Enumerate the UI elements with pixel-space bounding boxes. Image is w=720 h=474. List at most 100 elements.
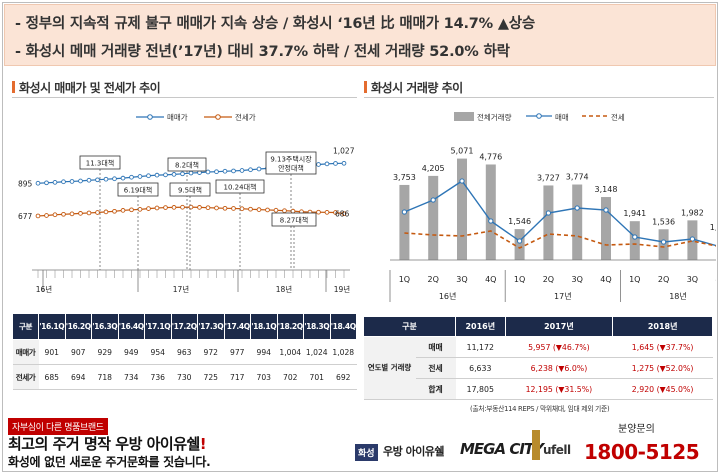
cell: 736: [144, 364, 171, 390]
legend-jeonse-label: 전세: [611, 112, 625, 122]
table-row: 합계 17,805 12,195 (▼31.5%) 2,920 (▼45.0%): [364, 378, 713, 400]
cell: 1,004: [277, 339, 304, 365]
sale-point: [256, 166, 262, 172]
jeonse-point: [290, 208, 296, 214]
table-corner: 구분: [363, 316, 456, 337]
col-header: 2016년: [455, 316, 506, 337]
volume-bar: [572, 184, 583, 260]
sales-phone-number[interactable]: 1800-5125: [584, 440, 700, 464]
cell: 1,275 (▼52.0%): [612, 357, 713, 379]
sale-volume-point: [488, 218, 494, 224]
annotation-label: 8.2대책: [175, 161, 199, 170]
annotation-label: 안정대책: [278, 164, 304, 173]
quarter-label: 4Q: [485, 275, 496, 284]
annotation-box: [79, 155, 121, 170]
cell: 6,238 (▼6.0%): [505, 357, 613, 379]
col-header: '18.4Q: [329, 313, 357, 340]
jeonse-point: [197, 205, 202, 210]
sale-point: [78, 178, 83, 184]
cell: 6,633: [455, 357, 506, 379]
section-marker: [364, 81, 367, 93]
group-label: 연도별 거래량: [363, 336, 416, 400]
year-label: 16년: [439, 291, 457, 301]
sale-point: [112, 176, 117, 182]
promo-tag: 자부심이 다른 명품브랜드: [8, 418, 108, 435]
legend-bar-label: 전체거래량: [477, 112, 512, 122]
cell: 1,024: [303, 339, 330, 365]
jeonse-point: [231, 206, 236, 211]
period-label: 17년: [173, 284, 190, 294]
cell: 2,920 (▼45.0%): [612, 378, 713, 400]
volume-bar: [485, 164, 496, 260]
price-table: 구분 '16.1Q '16.2Q '16.3Q '16.4Q '17.1Q '17.2Q '1…: [12, 313, 357, 390]
col-header: '18.1Q: [250, 313, 278, 340]
legend-jeonse-marker: [215, 114, 221, 120]
volume-bar: [457, 158, 467, 260]
jeonse-point: [265, 207, 270, 213]
volume-combo-chart: 전체거래량 매매 전세 3,753 4,205 5,071 4,776 1,546 3,727 3…: [389, 112, 716, 302]
cell: 685: [38, 364, 65, 390]
cell: 901: [38, 339, 65, 365]
jeonse-point: [324, 209, 330, 215]
cell: 694: [65, 364, 92, 390]
sale-point: [222, 168, 228, 174]
table-row: 연도별 거래량 매매 11,172 5,957 (▼46.7%) 1,645 (…: [363, 336, 713, 400]
volume-bar: [428, 175, 439, 260]
legend-sale-label: 매매가: [167, 113, 188, 122]
annotation-label: 9.5대책: [178, 186, 202, 195]
col-header: 2018년: [612, 316, 713, 337]
jeonse-point: [239, 206, 245, 212]
sale-volume-point: [545, 210, 551, 216]
quarter-label: 1Q: [399, 275, 410, 284]
promo-subline: 화성에 없던 새로운 주거문화를 짓습니다.: [8, 455, 211, 469]
jeonse-point: [78, 211, 83, 216]
year-label: 18년: [669, 291, 687, 301]
source-note: (출처:부동산114 REPS / 막위채대, 임대 제외 기준): [470, 405, 610, 413]
jeonse-point: [44, 213, 49, 218]
sale-point: [205, 169, 211, 175]
cell: 17,805: [455, 378, 506, 400]
sales-inquiry-label: 분양문의: [618, 424, 655, 435]
table-row: 매매가 901 907 929 949 954 963 972 977 994 1,004 1,024…: [12, 339, 357, 365]
sale-point: [231, 168, 236, 174]
row-label: 전세: [415, 357, 456, 379]
chart-legend: 매매가 전세가: [136, 112, 256, 122]
legend-jeonse-label: 전세가: [235, 112, 256, 122]
jeonse-point: [69, 211, 75, 217]
col-header: 2017년: [504, 316, 614, 337]
annotation-box: [265, 151, 317, 175]
row-label: 전세가: [12, 364, 39, 390]
jeonse-point: [163, 205, 168, 210]
ufell-logo-icon: [532, 430, 540, 460]
jeonse-volume-line: [404, 230, 716, 249]
jeonse-end-label: 686: [335, 210, 350, 219]
jeonse-point: [248, 206, 253, 212]
brand-name: 우방 아이유쉘: [383, 445, 445, 458]
cell: 977: [224, 339, 251, 365]
jeonse-point: [341, 211, 347, 217]
promo-headline: 최고의 주거 명작 우방 아이유쉘!: [8, 435, 207, 453]
col-header: '16.3Q: [91, 313, 119, 340]
sale-point: [248, 167, 253, 173]
sale-point: [324, 161, 330, 167]
sale-volume-point: [661, 239, 667, 245]
sale-point: [163, 172, 168, 178]
row-label: 매매가: [12, 339, 39, 365]
sale-point: [333, 161, 338, 166]
row-label: 합계: [415, 378, 456, 400]
cell: 963: [171, 339, 198, 365]
ufell-logo: ufell: [543, 443, 571, 457]
price-trend-title: 화성시 매매가 및 전세가 추이: [12, 79, 161, 96]
cell: 730: [171, 364, 198, 390]
headline-line-1: - 정부의 지속적 규제 불구 매매가 지속 상승 / 화성시 ‘16년 比 매…: [15, 16, 536, 32]
bar-value-label: 3,148: [595, 185, 618, 194]
cell: 907: [65, 339, 92, 365]
cell: 12,195 (▼31.5%): [505, 378, 613, 400]
quarter-label: 2Q: [543, 275, 554, 284]
cell: 734: [118, 364, 145, 390]
cell: 972: [197, 339, 224, 365]
table-row: 전세가 685 694 718 734 736 730 725 717 703 702 701 692: [12, 364, 357, 390]
sale-point: [61, 179, 66, 185]
sale-volume-point: [459, 178, 465, 184]
sale-point: [86, 177, 92, 183]
